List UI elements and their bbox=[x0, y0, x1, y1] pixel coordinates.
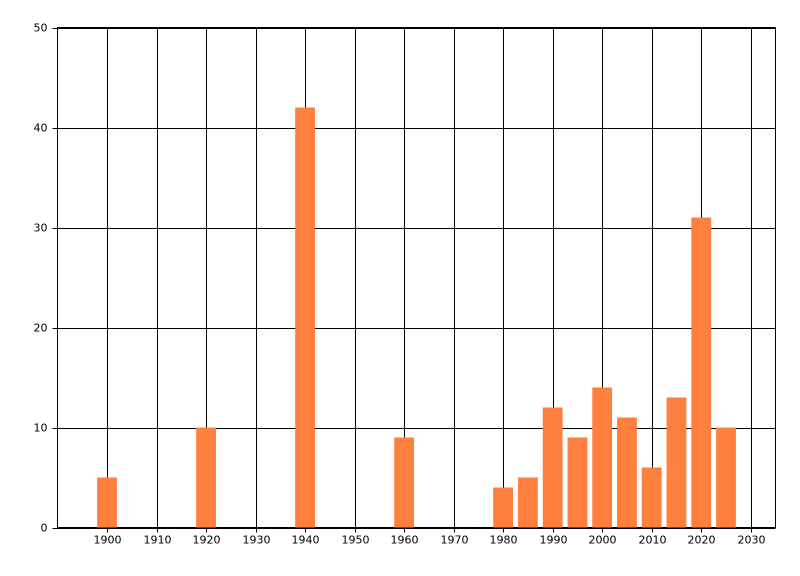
x-tick-label: 2030 bbox=[738, 534, 766, 547]
x-tick-label: 2000 bbox=[589, 534, 617, 547]
x-tick-label: 2020 bbox=[688, 534, 716, 547]
x-tick-label: 1990 bbox=[540, 534, 568, 547]
x-tick-label: 1960 bbox=[391, 534, 419, 547]
y-tick-label: 0 bbox=[41, 522, 48, 535]
bar bbox=[196, 427, 216, 528]
bar bbox=[641, 467, 662, 528]
x-tick-label: 1950 bbox=[342, 534, 370, 547]
y-tick-label: 20 bbox=[34, 322, 48, 335]
x-tick-label: 1930 bbox=[243, 534, 271, 547]
x-tick-label: 1940 bbox=[292, 534, 320, 547]
x-tick-label: 1910 bbox=[144, 534, 172, 547]
y-tick-label: 50 bbox=[34, 22, 48, 35]
x-tick-label: 1920 bbox=[193, 534, 221, 547]
bar bbox=[666, 397, 687, 528]
x-tick-label: 1900 bbox=[94, 534, 122, 547]
x-tick-label: 1970 bbox=[441, 534, 469, 547]
bar bbox=[97, 477, 117, 528]
x-tick-label: 1980 bbox=[490, 534, 518, 547]
bar bbox=[617, 417, 637, 528]
bar bbox=[394, 437, 415, 528]
bar bbox=[592, 387, 613, 528]
bar bbox=[542, 407, 563, 528]
bar bbox=[567, 437, 588, 528]
bar bbox=[716, 427, 736, 528]
x-tick-label: 2010 bbox=[639, 534, 667, 547]
y-tick-label: 40 bbox=[34, 122, 48, 135]
bar bbox=[518, 477, 538, 528]
bar bbox=[295, 107, 315, 528]
bar bbox=[691, 217, 712, 528]
plot-frame bbox=[57, 27, 776, 528]
bar bbox=[493, 487, 514, 528]
y-tick-label: 30 bbox=[34, 222, 48, 235]
y-tick-label: 10 bbox=[34, 422, 48, 435]
